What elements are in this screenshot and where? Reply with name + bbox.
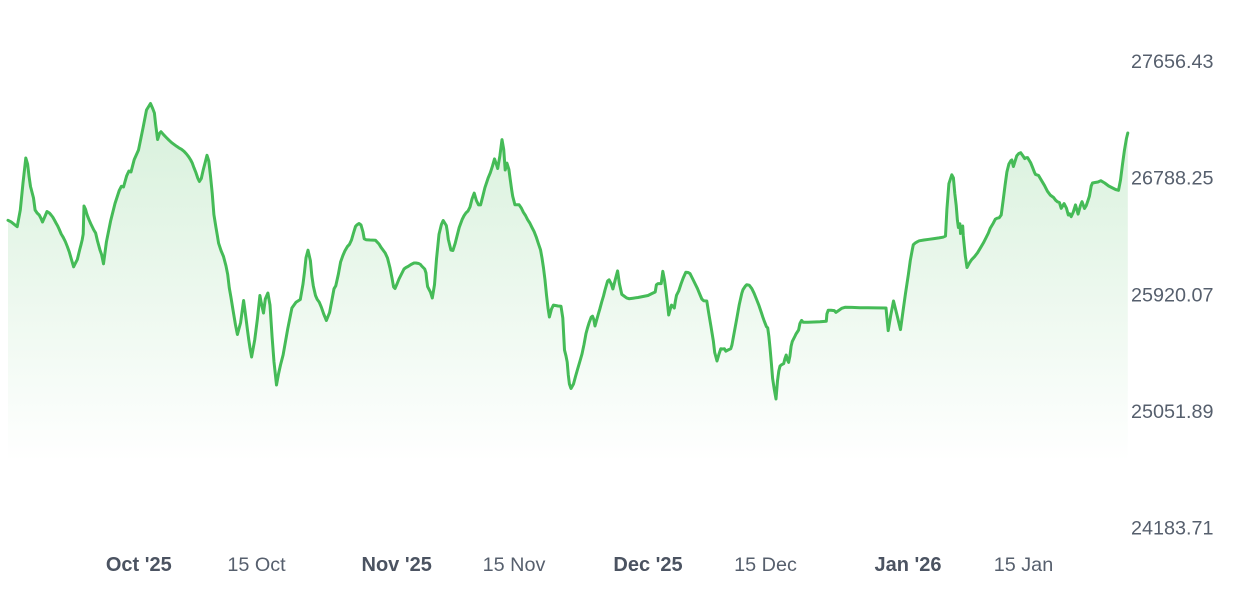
svg-text:25920.07: 25920.07 [1131,284,1214,306]
svg-text:Dec '25: Dec '25 [613,554,682,576]
svg-text:Oct '25: Oct '25 [106,554,172,576]
svg-text:Jan '26: Jan '26 [874,554,941,576]
svg-text:25051.89: 25051.89 [1131,401,1214,423]
svg-text:27656.43: 27656.43 [1131,51,1214,73]
svg-text:26788.25: 26788.25 [1131,168,1214,190]
svg-text:15 Oct: 15 Oct [227,554,286,576]
svg-text:15 Jan: 15 Jan [994,554,1053,576]
svg-text:24183.71: 24183.71 [1131,518,1214,540]
svg-text:15 Dec: 15 Dec [734,554,797,576]
svg-text:Nov '25: Nov '25 [362,554,432,576]
svg-text:15 Nov: 15 Nov [483,554,546,576]
